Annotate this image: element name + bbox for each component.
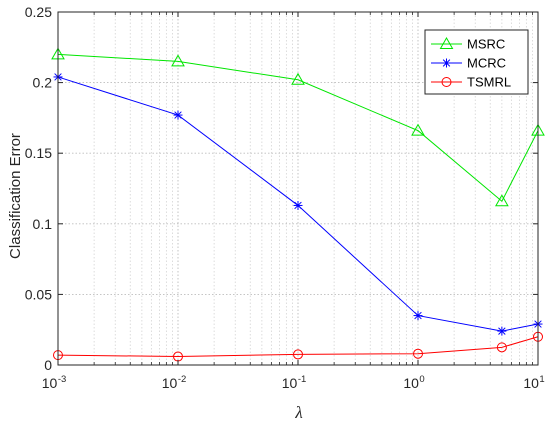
data-point-msrc: [411, 123, 425, 136]
data-point-mcrc: [497, 326, 507, 336]
y-tick-label: 0: [44, 357, 52, 373]
tick-labels: 0 0.05 0.1 0.15 0.2 0.25 10-3 10-2 10-1 100 101: [25, 4, 545, 391]
data-point-tsmrl: [293, 349, 303, 360]
data-point-tsmrl: [413, 348, 423, 359]
data-point-mcrc: [173, 110, 183, 120]
data-point-msrc: [495, 194, 509, 207]
data-point-tsmrl: [496, 342, 507, 353]
data-point-msrc: [171, 54, 185, 67]
x-tick-label: 10-3: [42, 374, 67, 391]
y-tick-label: 0.2: [33, 75, 53, 91]
y-axis-title: Classification Error: [7, 133, 24, 259]
data-point-mcrc: [413, 311, 423, 321]
series-line-mcrc: [57, 76, 539, 332]
x-tick-label: 100: [403, 374, 424, 391]
series-mcrc: [53, 72, 543, 336]
legend-marker-msrc: [439, 36, 454, 49]
legend-marker-mcrc: [442, 58, 451, 68]
series-layer: [51, 47, 545, 362]
data-point-msrc: [291, 72, 305, 85]
legend-marker-tsmrl: [441, 77, 452, 87]
axis-ticks: [57, 11, 539, 366]
legend: MSRC MCRC TSMRL: [424, 29, 529, 95]
y-tick-label: 0.05: [25, 286, 52, 302]
legend-entry-mcrc: MCRC: [431, 56, 506, 71]
y-tick-label: 0.25: [25, 4, 52, 20]
legend-label-tsmrl: TSMRL: [467, 75, 511, 90]
x-axis-title: λ: [294, 403, 302, 422]
legend-entry-tsmrl: TSMRL: [431, 75, 511, 90]
legend-entry-msrc: MSRC: [431, 37, 505, 52]
legend-label-mcrc: MCRC: [467, 56, 506, 71]
x-tick-label: 101: [523, 374, 544, 391]
x-tick-label: 10-2: [162, 374, 187, 391]
y-tick-label: 0.15: [25, 145, 52, 161]
y-tick-label: 0.1: [33, 216, 53, 232]
x-tick-label: 10-1: [282, 374, 307, 391]
series-line-tsmrl: [57, 336, 539, 358]
legend-label-msrc: MSRC: [467, 37, 505, 52]
series-line-msrc: [57, 53, 539, 202]
data-point-mcrc: [293, 200, 303, 210]
